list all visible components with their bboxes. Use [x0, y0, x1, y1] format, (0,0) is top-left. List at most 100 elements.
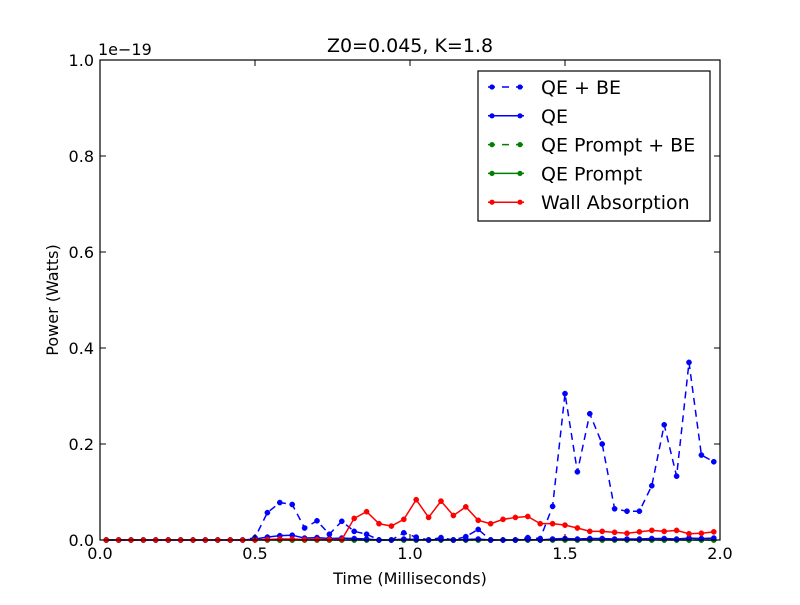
- data-point: [388, 523, 395, 529]
- chart-title: Z0=0.045, K=1.8: [327, 35, 493, 57]
- y-tick-label: 0.2: [69, 435, 94, 454]
- data-point: [400, 529, 407, 536]
- data-point: [438, 498, 444, 504]
- data-point: [413, 496, 420, 503]
- data-point: [475, 536, 482, 542]
- data-point: [450, 512, 457, 519]
- legend-marker: [489, 84, 495, 90]
- x-tick-label: 1.5: [552, 544, 577, 563]
- y-tick-label: 0.0: [69, 531, 94, 550]
- data-point: [562, 522, 568, 528]
- data-point: [549, 536, 556, 542]
- data-point: [636, 508, 643, 515]
- data-point: [574, 525, 581, 531]
- legend-marker: [489, 199, 495, 205]
- data-point: [636, 536, 643, 542]
- data-point: [673, 473, 680, 480]
- legend-label-qe: QE: [541, 106, 568, 128]
- data-point: [512, 514, 519, 521]
- data-point: [314, 517, 320, 524]
- y-axis-ticks: 0.0 0.2 0.4 0.6 0.8 1.0: [69, 51, 720, 550]
- data-point: [661, 421, 668, 428]
- data-point: [400, 536, 407, 542]
- data-point: [624, 530, 630, 537]
- data-point: [574, 468, 581, 475]
- data-point: [376, 520, 382, 527]
- data-point: [562, 390, 568, 397]
- data-point: [276, 536, 283, 542]
- data-point: [363, 536, 370, 542]
- y-tick-label: 0.6: [69, 243, 94, 262]
- data-point: [661, 528, 668, 535]
- data-point: [338, 518, 345, 525]
- legend-marker: [517, 170, 523, 176]
- data-point: [289, 501, 296, 508]
- data-point: [351, 528, 358, 535]
- legend-marker: [489, 170, 495, 176]
- legend-label-qe-prompt-be: QE Prompt + BE: [541, 135, 695, 157]
- y-offset-label: 1e−19: [98, 40, 152, 59]
- data-point: [351, 515, 358, 522]
- y-tick-label: 1.0: [69, 51, 94, 70]
- data-point: [537, 520, 544, 527]
- legend-label-wall-absorption: Wall Absorption: [541, 192, 690, 214]
- data-point: [624, 536, 630, 542]
- data-point: [549, 520, 556, 527]
- data-point: [363, 531, 370, 538]
- data-point: [611, 529, 618, 536]
- legend-marker: [517, 84, 523, 90]
- data-point: [462, 504, 469, 510]
- legend-label-qe-prompt: QE Prompt: [541, 163, 642, 185]
- data-point: [264, 509, 271, 516]
- y-tick-label: 0.8: [69, 147, 94, 166]
- data-point: [686, 530, 692, 537]
- data-point: [549, 503, 556, 510]
- data-point: [710, 535, 717, 541]
- data-point: [425, 514, 432, 521]
- legend-marker: [517, 113, 523, 119]
- data-point: [400, 516, 407, 523]
- data-point: [611, 536, 618, 542]
- data-point: [586, 528, 593, 535]
- legend-marker: [489, 142, 495, 148]
- data-point: [574, 536, 581, 542]
- legend-frame: [477, 70, 711, 222]
- x-axis-label: Time (Milliseconds): [332, 569, 487, 588]
- data-point: [673, 536, 680, 542]
- data-point: [698, 452, 705, 458]
- data-point: [363, 508, 370, 515]
- data-point: [475, 526, 482, 533]
- data-point: [289, 536, 296, 542]
- data-point: [487, 520, 494, 527]
- data-point: [686, 359, 692, 366]
- data-point: [500, 516, 506, 523]
- data-point: [624, 508, 630, 515]
- data-point: [586, 410, 593, 417]
- data-point: [673, 527, 680, 534]
- legend-marker: [517, 199, 523, 205]
- x-tick-label: 0.5: [242, 544, 267, 563]
- data-point: [636, 528, 643, 535]
- x-tick-label: 1.0: [397, 544, 422, 563]
- y-axis-label: Power (Watts): [43, 244, 62, 355]
- data-point: [599, 528, 606, 535]
- data-point: [648, 482, 655, 489]
- data-point: [276, 499, 283, 506]
- legend: QE + BE QE QE Prompt + BE QE Prompt Wall Abs…: [477, 70, 711, 222]
- y-tick-label: 0.4: [69, 339, 94, 358]
- x-tick-label: 0.0: [87, 544, 112, 563]
- data-point: [475, 517, 482, 524]
- legend-marker: [489, 113, 495, 119]
- data-point: [648, 527, 655, 534]
- x-axis-ticks: 0.0 0.5 1.0 1.5 2.0: [87, 60, 733, 563]
- data-point: [710, 528, 717, 535]
- data-point: [301, 525, 308, 531]
- x-tick-label: 2.0: [707, 544, 732, 563]
- data-point: [611, 505, 618, 512]
- data-point: [710, 458, 717, 465]
- data-point: [698, 530, 705, 537]
- legend-label-qe-be: QE + BE: [541, 77, 621, 99]
- data-point: [524, 513, 531, 520]
- legend-marker: [517, 142, 523, 148]
